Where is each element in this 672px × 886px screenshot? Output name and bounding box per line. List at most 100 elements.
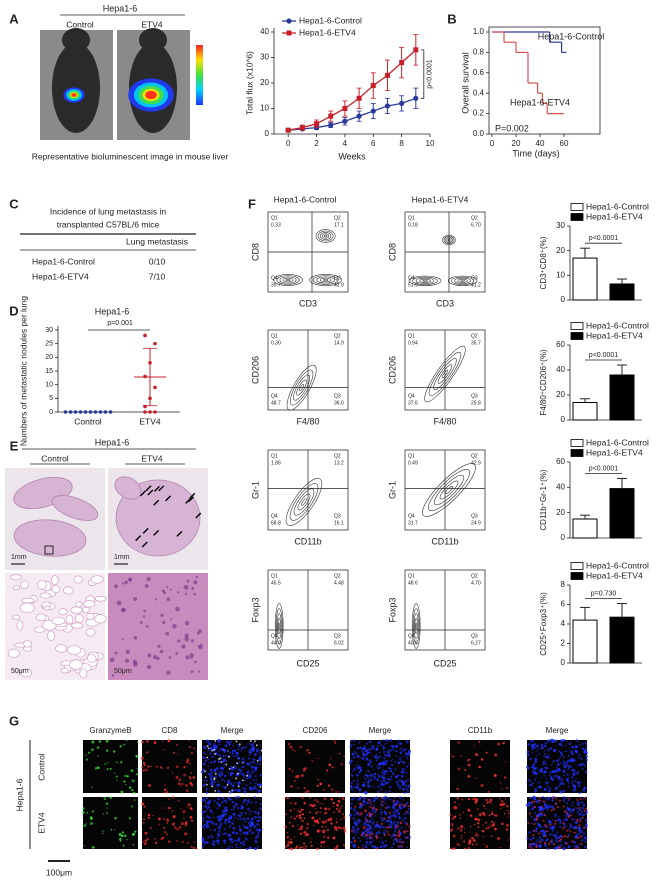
fluorescence-dot bbox=[403, 771, 406, 774]
fluorescence-dot bbox=[359, 813, 362, 816]
fluorescence-dot bbox=[162, 807, 164, 809]
quadrant-value: 0.94 bbox=[408, 340, 418, 346]
fluorescence-dot bbox=[254, 836, 257, 840]
fluorescence-dot bbox=[378, 776, 381, 778]
fluorescence-dot bbox=[551, 797, 554, 800]
fluorescence-dot bbox=[543, 774, 546, 777]
fluorescence-dot bbox=[304, 791, 308, 794]
fluorescence-dot bbox=[110, 828, 113, 831]
fluorescence-dot bbox=[473, 824, 476, 826]
fluorescence-dot bbox=[239, 833, 242, 836]
fluorescence-dot bbox=[355, 774, 358, 777]
fluorescence-dot bbox=[240, 812, 243, 815]
fluorescence-dot bbox=[255, 744, 258, 747]
fluorescence-dot bbox=[370, 747, 373, 750]
fluorescence-dot bbox=[143, 805, 146, 808]
fluorescence-dot bbox=[247, 807, 251, 811]
fluorescence-dot bbox=[506, 816, 508, 818]
fluorescence-dot bbox=[544, 749, 546, 752]
fluorescence-dot bbox=[189, 807, 193, 810]
fluorescence-dot bbox=[478, 765, 481, 769]
fluorescence-dot bbox=[319, 817, 321, 820]
fluorescence-dot bbox=[530, 822, 533, 825]
fluorescence-dot bbox=[233, 781, 236, 784]
fluorescence-dot bbox=[257, 783, 261, 787]
quadrant-name: Q4 bbox=[271, 393, 278, 399]
fluorescence-dot bbox=[148, 784, 151, 786]
fluorescence-dot bbox=[217, 803, 220, 806]
fluorescence-dot bbox=[216, 841, 220, 845]
fluorescence-dot bbox=[389, 847, 392, 850]
fluorescence-dot bbox=[378, 774, 381, 777]
fluorescence-dot bbox=[408, 833, 410, 835]
x-axis-label: CD25 bbox=[296, 658, 319, 668]
fluorescence-dot bbox=[115, 775, 118, 778]
fluorescence-dot bbox=[369, 828, 372, 831]
nucleus bbox=[156, 656, 160, 661]
fluorescence-dot bbox=[456, 797, 459, 800]
fluorescence-dot bbox=[242, 774, 245, 777]
fluorescence-dot bbox=[249, 813, 252, 816]
fluorescence-dot bbox=[104, 763, 106, 765]
contour bbox=[408, 275, 442, 286]
fluorescence-dot bbox=[581, 767, 584, 770]
fluorescence-dot bbox=[370, 819, 372, 821]
fluorescence-dot bbox=[375, 808, 378, 811]
fluorescence-dot bbox=[258, 810, 260, 812]
fluorescence-dot bbox=[379, 799, 382, 801]
fluorescence-dot bbox=[566, 806, 568, 808]
fluorescence-dot bbox=[544, 755, 547, 758]
fluorescence-dot bbox=[364, 829, 368, 833]
alveolus bbox=[47, 630, 55, 641]
fluorescence-dot bbox=[551, 799, 554, 802]
fluorescence-dot bbox=[400, 760, 402, 762]
fluorescence-dot bbox=[210, 835, 214, 839]
fluorescence-dot bbox=[386, 830, 389, 833]
fluorescence-dot bbox=[549, 833, 552, 836]
fluorescence-dot bbox=[399, 797, 401, 799]
fluorescence-dot bbox=[350, 829, 353, 832]
fluorescence-dot bbox=[89, 816, 93, 820]
fluorescence-dot bbox=[393, 820, 396, 823]
fluorescence-dot bbox=[233, 749, 237, 753]
fluorescence-dot bbox=[529, 796, 532, 799]
legend-label: Hepa1-6-ETV4 bbox=[299, 27, 356, 37]
fluorescence-dot bbox=[579, 763, 583, 767]
fluorescence-dot bbox=[559, 756, 561, 758]
fluorescence-dot bbox=[505, 787, 508, 790]
fluorescence-dot bbox=[248, 774, 252, 777]
fluorescence-dot bbox=[549, 840, 552, 843]
fluorescence-dot bbox=[387, 753, 391, 756]
quadrant-value: 25.8 bbox=[471, 400, 481, 406]
fluorescence-dot bbox=[585, 742, 588, 745]
fluorescence-dot bbox=[386, 819, 389, 823]
fluorescence-dot bbox=[541, 833, 544, 836]
fluorescence-dot bbox=[211, 821, 214, 824]
fluorescence-dot bbox=[353, 767, 356, 770]
fluorescence-dot bbox=[371, 754, 374, 756]
fluorescence-dot bbox=[369, 801, 372, 804]
fluorescence-dot bbox=[207, 758, 210, 761]
fluorescence-dot bbox=[368, 774, 371, 777]
fluorescence-dot bbox=[235, 804, 237, 806]
fluorescence-dot bbox=[398, 779, 402, 782]
fluorescence-dot bbox=[454, 806, 458, 810]
plot-frame bbox=[488, 26, 601, 135]
fluorescence-dot bbox=[105, 749, 109, 752]
fluorescence-dot bbox=[243, 790, 247, 794]
data-point bbox=[68, 410, 73, 414]
fluorescence-dot bbox=[565, 797, 567, 800]
marker bbox=[384, 103, 391, 109]
fluorescence-dot bbox=[301, 819, 304, 823]
fluorescence-dot bbox=[529, 838, 533, 841]
quadrant-name: Q4 bbox=[271, 633, 278, 639]
fluorescence-dot bbox=[163, 784, 166, 786]
fluorescence-dot bbox=[538, 832, 541, 835]
marker bbox=[370, 108, 376, 114]
fluorescence-dot bbox=[408, 836, 412, 839]
fluorescence-dot bbox=[404, 816, 407, 819]
fluorescence-dot bbox=[201, 748, 204, 750]
fluorescence-dot bbox=[143, 761, 145, 764]
fluorescence-dot bbox=[376, 835, 379, 838]
y-tick-label: 30 bbox=[45, 327, 53, 334]
